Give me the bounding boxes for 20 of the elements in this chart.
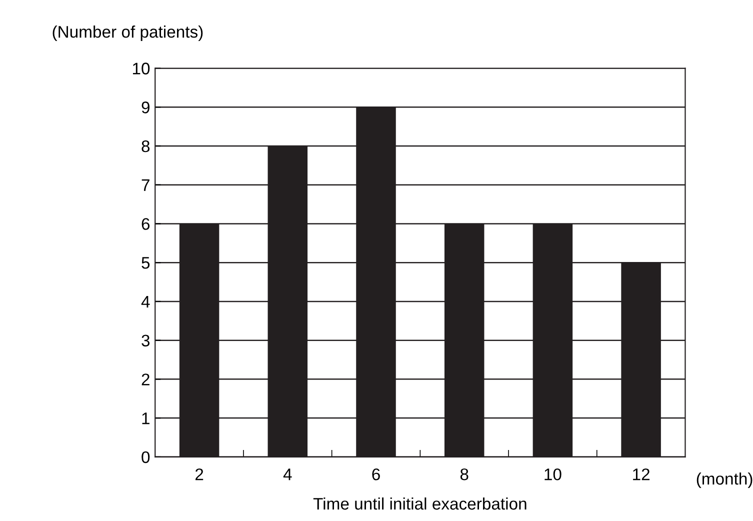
x-tick-label: 2: [196, 468, 204, 480]
x-axis-title: Time until initial exacerbation: [313, 497, 526, 510]
y-tick-label: 9: [142, 102, 150, 114]
y-tick-label: 10: [132, 62, 150, 74]
y-tick-label: 3: [142, 334, 150, 347]
y-tick-label: 4: [141, 296, 150, 308]
y-tick-label: 2: [142, 374, 150, 386]
x-tick-label: 6: [372, 468, 380, 480]
y-tick-label: 8: [142, 140, 150, 152]
text: (month): [696, 472, 752, 488]
y-tick-label: 6: [142, 218, 150, 230]
y-axis-title: (Number of patients): [52, 26, 203, 42]
y-tick-label: 7: [142, 179, 150, 191]
x-tick-label: 12: [633, 468, 650, 480]
x-tick-label: 8: [460, 468, 468, 480]
x-tick-label: 4: [283, 468, 292, 480]
y-tick-label: 1: [142, 412, 150, 424]
y-tick-label: 0: [142, 451, 150, 464]
x-tick-label: 10: [544, 468, 562, 480]
y-tick-label: 5: [142, 257, 150, 269]
